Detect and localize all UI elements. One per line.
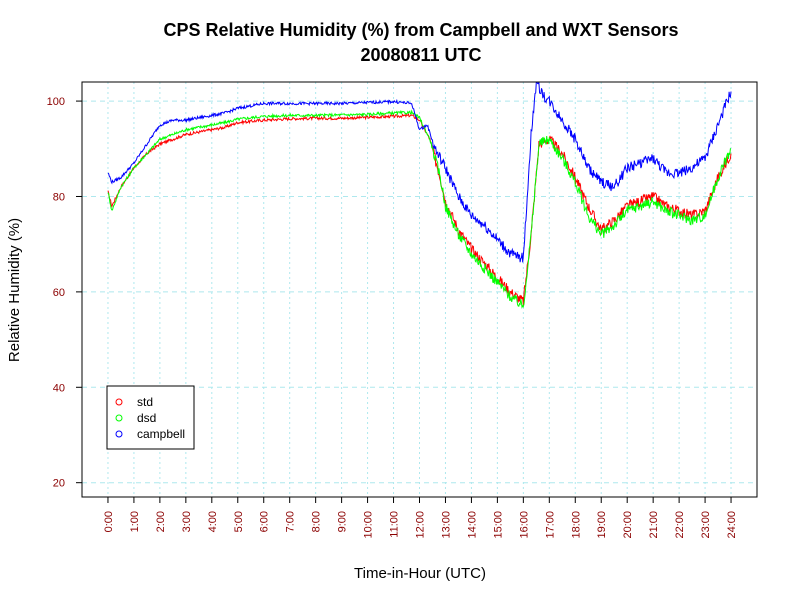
x-tick-label: 11:00 <box>389 511 401 538</box>
legend-marker-campbell <box>115 430 123 438</box>
x-tick-label: 14:00 <box>466 511 478 539</box>
series-lines <box>107 81 732 309</box>
x-tick-label: 12:00 <box>415 511 427 539</box>
x-tick-label: 2:00 <box>155 511 167 532</box>
y-tick-label: 80 <box>53 191 65 203</box>
x-tick-label: 5:00 <box>233 511 245 532</box>
x-tick-label: 18:00 <box>570 511 582 539</box>
x-tick-label: 7:00 <box>285 511 297 532</box>
x-tick-label: 0:00 <box>103 511 115 532</box>
legend: std dsd campbell <box>106 385 195 450</box>
axis-ticks: 0:00 1:00 2:00 3:00 4:00 5:00 6:00 7:00 8:00 9:00… <box>47 96 738 538</box>
y-tick-label: 60 <box>53 287 65 299</box>
x-tick-label: 8:00 <box>311 511 323 532</box>
x-tick-label: 16:00 <box>518 511 530 539</box>
x-tick-label: 6:00 <box>259 511 271 532</box>
x-tick-label: 15:00 <box>492 511 504 539</box>
x-tick-label: 10:00 <box>363 511 375 539</box>
y-axis-label: Relative Humidity (%) <box>6 218 23 362</box>
y-tick-label: 40 <box>53 382 65 394</box>
x-tick-label: 23:00 <box>700 511 712 539</box>
x-tick-label: 3:00 <box>181 511 193 532</box>
chart-title: CPS Relative Humidity (%) from Campbell … <box>163 20 678 40</box>
x-tick-label: 22:00 <box>674 511 686 539</box>
series-line-std <box>107 113 732 306</box>
x-tick-label: 21:00 <box>648 511 660 539</box>
series-line-dsd <box>107 109 731 309</box>
x-tick-label: 13:00 <box>440 511 452 539</box>
legend-marker-dsd <box>115 414 123 422</box>
x-tick-label: 20:00 <box>622 511 634 539</box>
series-line-campbell <box>107 81 732 263</box>
x-tick-label: 17:00 <box>544 511 556 539</box>
legend-label-campbell: campbell <box>137 427 185 441</box>
legend-label-dsd: dsd <box>137 411 156 425</box>
legend-marker-std <box>115 398 123 406</box>
y-tick-label: 100 <box>47 96 65 108</box>
x-tick-label: 19:00 <box>596 511 608 539</box>
x-tick-label: 24:00 <box>726 511 738 539</box>
x-tick-label: 9:00 <box>337 511 349 532</box>
x-axis-label: Time-in-Hour (UTC) <box>354 565 486 582</box>
y-tick-label: 20 <box>53 478 65 490</box>
x-tick-label: 1:00 <box>129 511 141 532</box>
legend-label-std: std <box>137 395 153 409</box>
x-tick-label: 4:00 <box>207 511 219 532</box>
chart-subtitle: 20080811 UTC <box>360 45 481 65</box>
